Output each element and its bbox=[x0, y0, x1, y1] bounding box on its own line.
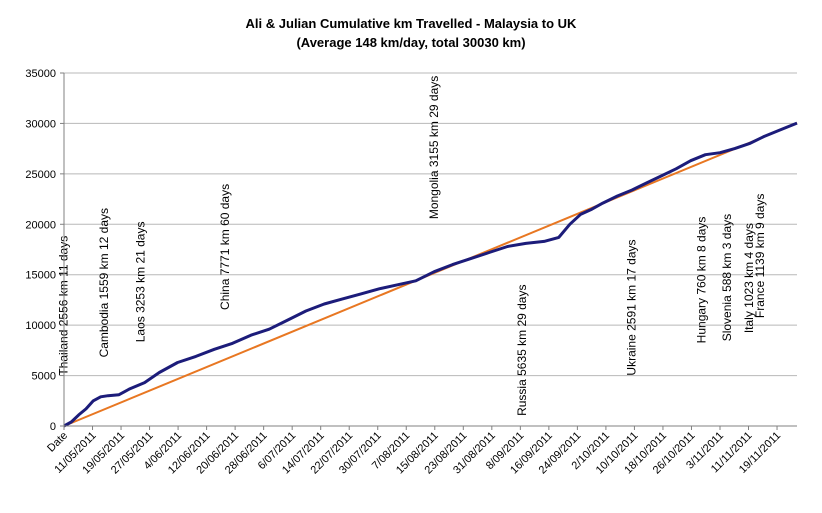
annotation-label: France 1139 km 9 days bbox=[753, 194, 767, 319]
x-axis-ticks: Date11/05/201119/05/201127/05/20114/06/2… bbox=[45, 426, 783, 476]
annotation-label: Italy 1023 km 4 days bbox=[742, 223, 756, 333]
chart-subtitle: (Average 148 km/day, total 30030 km) bbox=[296, 35, 525, 50]
annotation-label: Ukraine 2591 km 17 days bbox=[625, 239, 639, 375]
y-tick-label: 10000 bbox=[25, 320, 56, 332]
annotations: Thailand 2556 km 11 days Cambodia 1559 km… bbox=[57, 76, 767, 416]
y-tick-label: 0 bbox=[50, 421, 56, 433]
series-line-actual bbox=[63, 121, 798, 428]
y-axis-ticks: 0 5000 10000 15000 20000 25000 30000 35000 bbox=[25, 68, 64, 433]
y-tick-label: 5000 bbox=[32, 371, 56, 383]
y-tick-label: 35000 bbox=[25, 68, 56, 80]
y-tick-label: 15000 bbox=[25, 270, 56, 282]
chart-title: Ali & Julian Cumulative km Travelled - M… bbox=[246, 16, 577, 31]
annotation-label: Russia 5635 km 29 days bbox=[515, 285, 529, 416]
annotation-label: China 7771 km 60 days bbox=[218, 184, 232, 310]
y-tick-label: 20000 bbox=[25, 219, 56, 231]
annotation-label: Laos 3253 km 21 days bbox=[134, 222, 148, 343]
x-tick-label: Date bbox=[45, 430, 70, 455]
annotation-label: Mongolia 3155 km 29 days bbox=[427, 76, 441, 219]
annotation-label: Cambodia 1559 km 12 days bbox=[97, 208, 111, 357]
annotation-label: Slovenia 588 km 3 days bbox=[720, 214, 734, 341]
y-tick-label: 25000 bbox=[25, 169, 56, 181]
series-lines bbox=[63, 121, 798, 428]
y-tick-label: 30000 bbox=[25, 118, 56, 130]
annotation-label: Hungary 760 km 8 days bbox=[694, 217, 708, 344]
